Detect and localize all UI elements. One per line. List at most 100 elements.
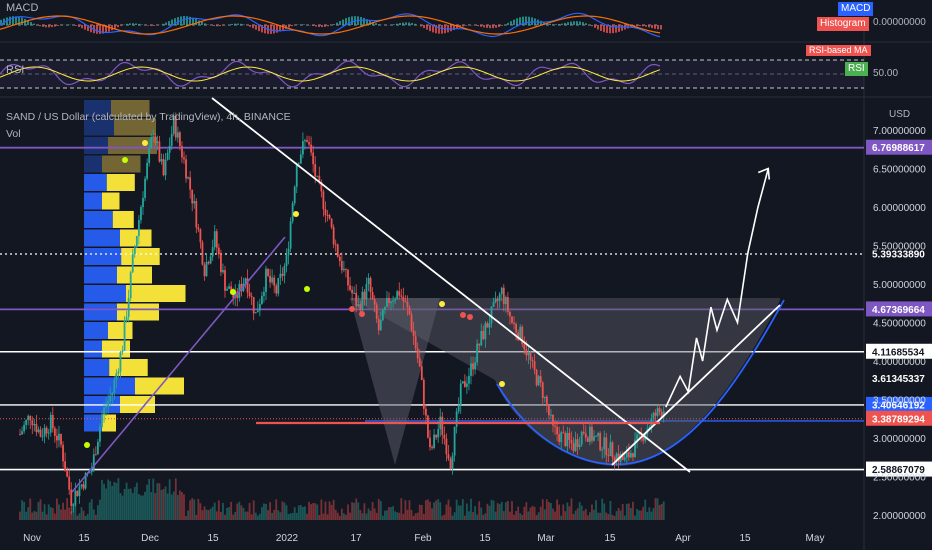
macd-histogram-bar — [618, 25, 620, 32]
volume-bar — [183, 494, 185, 520]
volume-bar — [125, 482, 128, 520]
volume-bar — [129, 488, 132, 520]
candle-body — [615, 453, 618, 462]
candle-body — [427, 415, 429, 438]
volume-bar — [164, 486, 167, 520]
candle-body — [494, 298, 497, 303]
candle-body — [574, 439, 577, 451]
volume-bar — [334, 509, 337, 520]
uptrend-line-purple[interactable] — [71, 236, 286, 493]
macd-histogram-bar — [564, 22, 566, 25]
candle-body — [261, 295, 263, 305]
macd-histogram-bar — [240, 23, 242, 25]
candle-body — [176, 132, 179, 138]
candle-body — [336, 244, 339, 257]
candle-body — [429, 437, 431, 448]
currency-label: USD — [889, 109, 911, 120]
macd-histogram-bar — [216, 25, 218, 27]
macd-histogram-bar — [150, 25, 152, 26]
volume-bar — [295, 512, 298, 520]
candle-body — [545, 396, 548, 406]
price-axis[interactable]: 7.00000000 6.50000000 6.00000000 5.50000000… — [873, 126, 926, 522]
macd-pane[interactable] — [0, 12, 662, 38]
macd-histogram-bar — [480, 25, 482, 27]
candle-body — [654, 412, 657, 416]
macd-histogram-bar — [141, 24, 143, 25]
volume-profile-down-bar — [117, 266, 152, 284]
candle-body — [623, 457, 626, 460]
macd-histogram-bar — [183, 16, 185, 25]
macd-histogram-bar — [78, 25, 80, 27]
projection-arrow-path[interactable] — [665, 168, 770, 408]
candle-body — [99, 426, 101, 442]
volume-bar — [162, 488, 165, 520]
macd-histogram-bar — [510, 21, 512, 25]
volume-bar — [457, 505, 460, 520]
macd-histogram-bar — [573, 21, 575, 25]
candle-body — [580, 431, 583, 445]
macd-histogram-bar — [282, 25, 284, 31]
cup-pattern-curve[interactable] — [496, 299, 785, 466]
candle-body — [80, 484, 83, 487]
volume-bar — [650, 511, 653, 520]
volume-bar — [531, 505, 534, 520]
volume-bar — [652, 508, 655, 520]
candle-body — [621, 454, 624, 460]
price-tick-label: 5.50000000 — [873, 242, 926, 253]
volume-bar — [232, 514, 235, 520]
candle-body — [556, 426, 558, 435]
candle-body — [541, 382, 544, 399]
candle-body — [234, 291, 237, 298]
volume-bar — [418, 504, 421, 520]
time-axis[interactable]: Nov 15 Dec 15 2022 17 Feb 15 Mar 15 Apr 15 May — [23, 533, 824, 544]
volume-bar — [179, 490, 181, 520]
macd-histogram-bar — [336, 22, 338, 25]
macd-histogram-bar — [12, 16, 14, 25]
candle-body — [517, 332, 520, 340]
macd-histogram-bar — [441, 25, 443, 34]
volume-bar — [121, 495, 124, 520]
rsi-axis-value: 50.00 — [873, 68, 899, 79]
macd-histogram-bar — [345, 18, 347, 25]
double-bottom-shape[interactable] — [350, 298, 440, 465]
volume-bar — [68, 507, 71, 520]
candle-body — [373, 299, 376, 305]
volume-bar — [519, 513, 522, 520]
signal-markers — [84, 140, 505, 448]
volume-bar — [558, 504, 561, 520]
candle-body — [21, 431, 23, 435]
rsi-pane[interactable] — [0, 59, 864, 89]
volume-bar — [527, 511, 530, 520]
price-level-value: 3.40646192 — [872, 400, 925, 411]
price-level-value: 3.61345337 — [872, 374, 925, 385]
volume-bar — [373, 508, 376, 520]
macd-histogram-bar — [237, 23, 239, 25]
candle-body — [578, 444, 581, 447]
candle-body — [215, 231, 218, 248]
candle-body — [58, 433, 60, 441]
candle-body — [548, 405, 550, 416]
macd-histogram-bar — [465, 25, 467, 26]
candle-body — [49, 414, 52, 433]
candle-body — [453, 426, 456, 456]
macd-histogram-bar — [597, 25, 599, 30]
time-tick-label: May — [806, 533, 825, 544]
volume-bar — [644, 499, 647, 520]
candle-body — [377, 318, 380, 331]
volume-bar — [332, 499, 335, 520]
price-pane[interactable]: 6.76988617 5.39333890 4.67369664 4.11685534… — [0, 97, 932, 520]
macd-histogram-bar — [264, 25, 266, 34]
macd-histogram-bar — [156, 25, 158, 26]
volume-bar — [21, 500, 23, 520]
volume-bar — [240, 505, 243, 520]
price-level-value: 4.11685534 — [872, 347, 925, 358]
candle-body — [500, 287, 503, 295]
volume-bar — [316, 504, 319, 520]
volume-bar — [359, 509, 362, 520]
candle-body — [203, 264, 206, 277]
downtrend-line[interactable] — [211, 97, 691, 473]
macd-histogram-bar — [285, 25, 287, 29]
macd-histogram — [0, 16, 662, 34]
uptrend-line-white[interactable] — [611, 304, 781, 466]
